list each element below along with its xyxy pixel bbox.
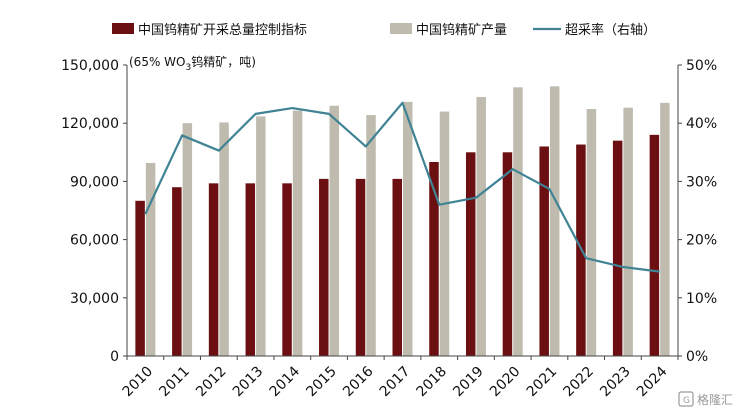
bar-quota-2014 (282, 183, 292, 356)
left-tick-label: 120,000 (61, 116, 119, 132)
x-tick-label-2014: 2014 (267, 363, 304, 400)
x-tick-label-2020: 2020 (487, 364, 524, 401)
right-tick-label: 50% (686, 58, 717, 74)
right-tick-label: 20% (686, 233, 717, 249)
x-tick-label-2023: 2023 (597, 364, 634, 401)
unit-label-sub: 3 (185, 63, 191, 73)
right-tick-label: 0% (686, 349, 708, 365)
x-tick-label-2021: 2021 (524, 364, 561, 401)
watermark-logo-glyph: G (683, 396, 690, 406)
bar-quota-2020 (502, 152, 513, 356)
legend-label-1: 中国钨精矿产量 (416, 22, 507, 38)
x-tick-label-2011: 2011 (156, 364, 193, 401)
bar-output-2010 (145, 162, 156, 356)
right-tick-label: 40% (686, 116, 717, 132)
bar-quota-2016 (355, 178, 366, 356)
bar-output-2019 (476, 97, 486, 356)
watermark: G 格隆汇 (678, 391, 733, 407)
x-tick-label-2012: 2012 (193, 364, 230, 401)
bar-output-2013 (256, 116, 266, 356)
bar-output-2020 (513, 87, 523, 356)
bars-layer (135, 86, 670, 357)
bar-quota-2019 (465, 152, 476, 356)
legend-label-0: 中国钨精矿开采总量控制指标 (138, 22, 307, 38)
watermark-text: 格隆汇 (697, 392, 733, 407)
line-layer (144, 101, 660, 273)
unit-label-pre: (65% WO (129, 55, 185, 69)
x-tick-label-2017: 2017 (377, 364, 414, 401)
left-tick-label: 150,000 (61, 58, 119, 74)
legend-label-2: 超采率（右轴） (565, 22, 656, 38)
right-tick-label: 30% (686, 174, 717, 190)
left-tick-label: 60,000 (70, 233, 119, 249)
bar-quota-2013 (245, 183, 256, 356)
bar-output-2014 (292, 110, 303, 356)
bar-output-2011 (182, 123, 193, 356)
x-tick-label-2015: 2015 (303, 364, 340, 401)
unit-label-post: 钨精矿，吨) (191, 54, 256, 69)
legend-swatch-0 (112, 23, 134, 34)
bar-quota-2010 (135, 200, 145, 356)
bar-output-2015 (329, 105, 340, 357)
bar-quota-2023 (612, 140, 623, 356)
bar-quota-2018 (429, 162, 439, 356)
left-tick-label: 0 (110, 349, 119, 365)
x-tick-label-2018: 2018 (414, 364, 451, 401)
x-tick-label-2013: 2013 (230, 364, 267, 401)
x-tick-label-2019: 2019 (450, 364, 487, 401)
x-tick-label-2010: 2010 (120, 364, 157, 401)
unit-label: (65% WO3钨精矿，吨) (129, 54, 256, 73)
bar-output-2018 (439, 111, 450, 356)
legend: 中国钨精矿开采总量控制指标 中国钨精矿产量 超采率（右轴） (112, 22, 656, 38)
bar-output-2021 (549, 86, 560, 356)
watermark-logo-icon (678, 391, 694, 407)
x-tick-label-2024: 2024 (634, 363, 671, 400)
x-tick-label-2022: 2022 (560, 364, 597, 401)
bar-quota-2021 (539, 146, 549, 356)
bar-output-2024 (660, 102, 670, 356)
bar-quota-2015 (319, 178, 329, 356)
bar-output-2012 (219, 122, 229, 356)
bar-output-2017 (403, 101, 413, 356)
bar-quota-2011 (172, 187, 182, 356)
legend-swatch-1 (390, 23, 412, 34)
x-tick-label-2016: 2016 (340, 363, 377, 400)
bar-quota-2017 (392, 178, 402, 356)
bar-output-2016 (366, 115, 376, 356)
bar-quota-2024 (649, 134, 660, 356)
bar-output-2022 (586, 109, 597, 357)
left-tick-label: 30,000 (70, 291, 119, 307)
bar-output-2023 (623, 107, 633, 357)
right-tick-label: 10% (686, 291, 717, 307)
left-tick-label: 90,000 (70, 174, 119, 190)
bar-quota-2012 (208, 183, 219, 356)
